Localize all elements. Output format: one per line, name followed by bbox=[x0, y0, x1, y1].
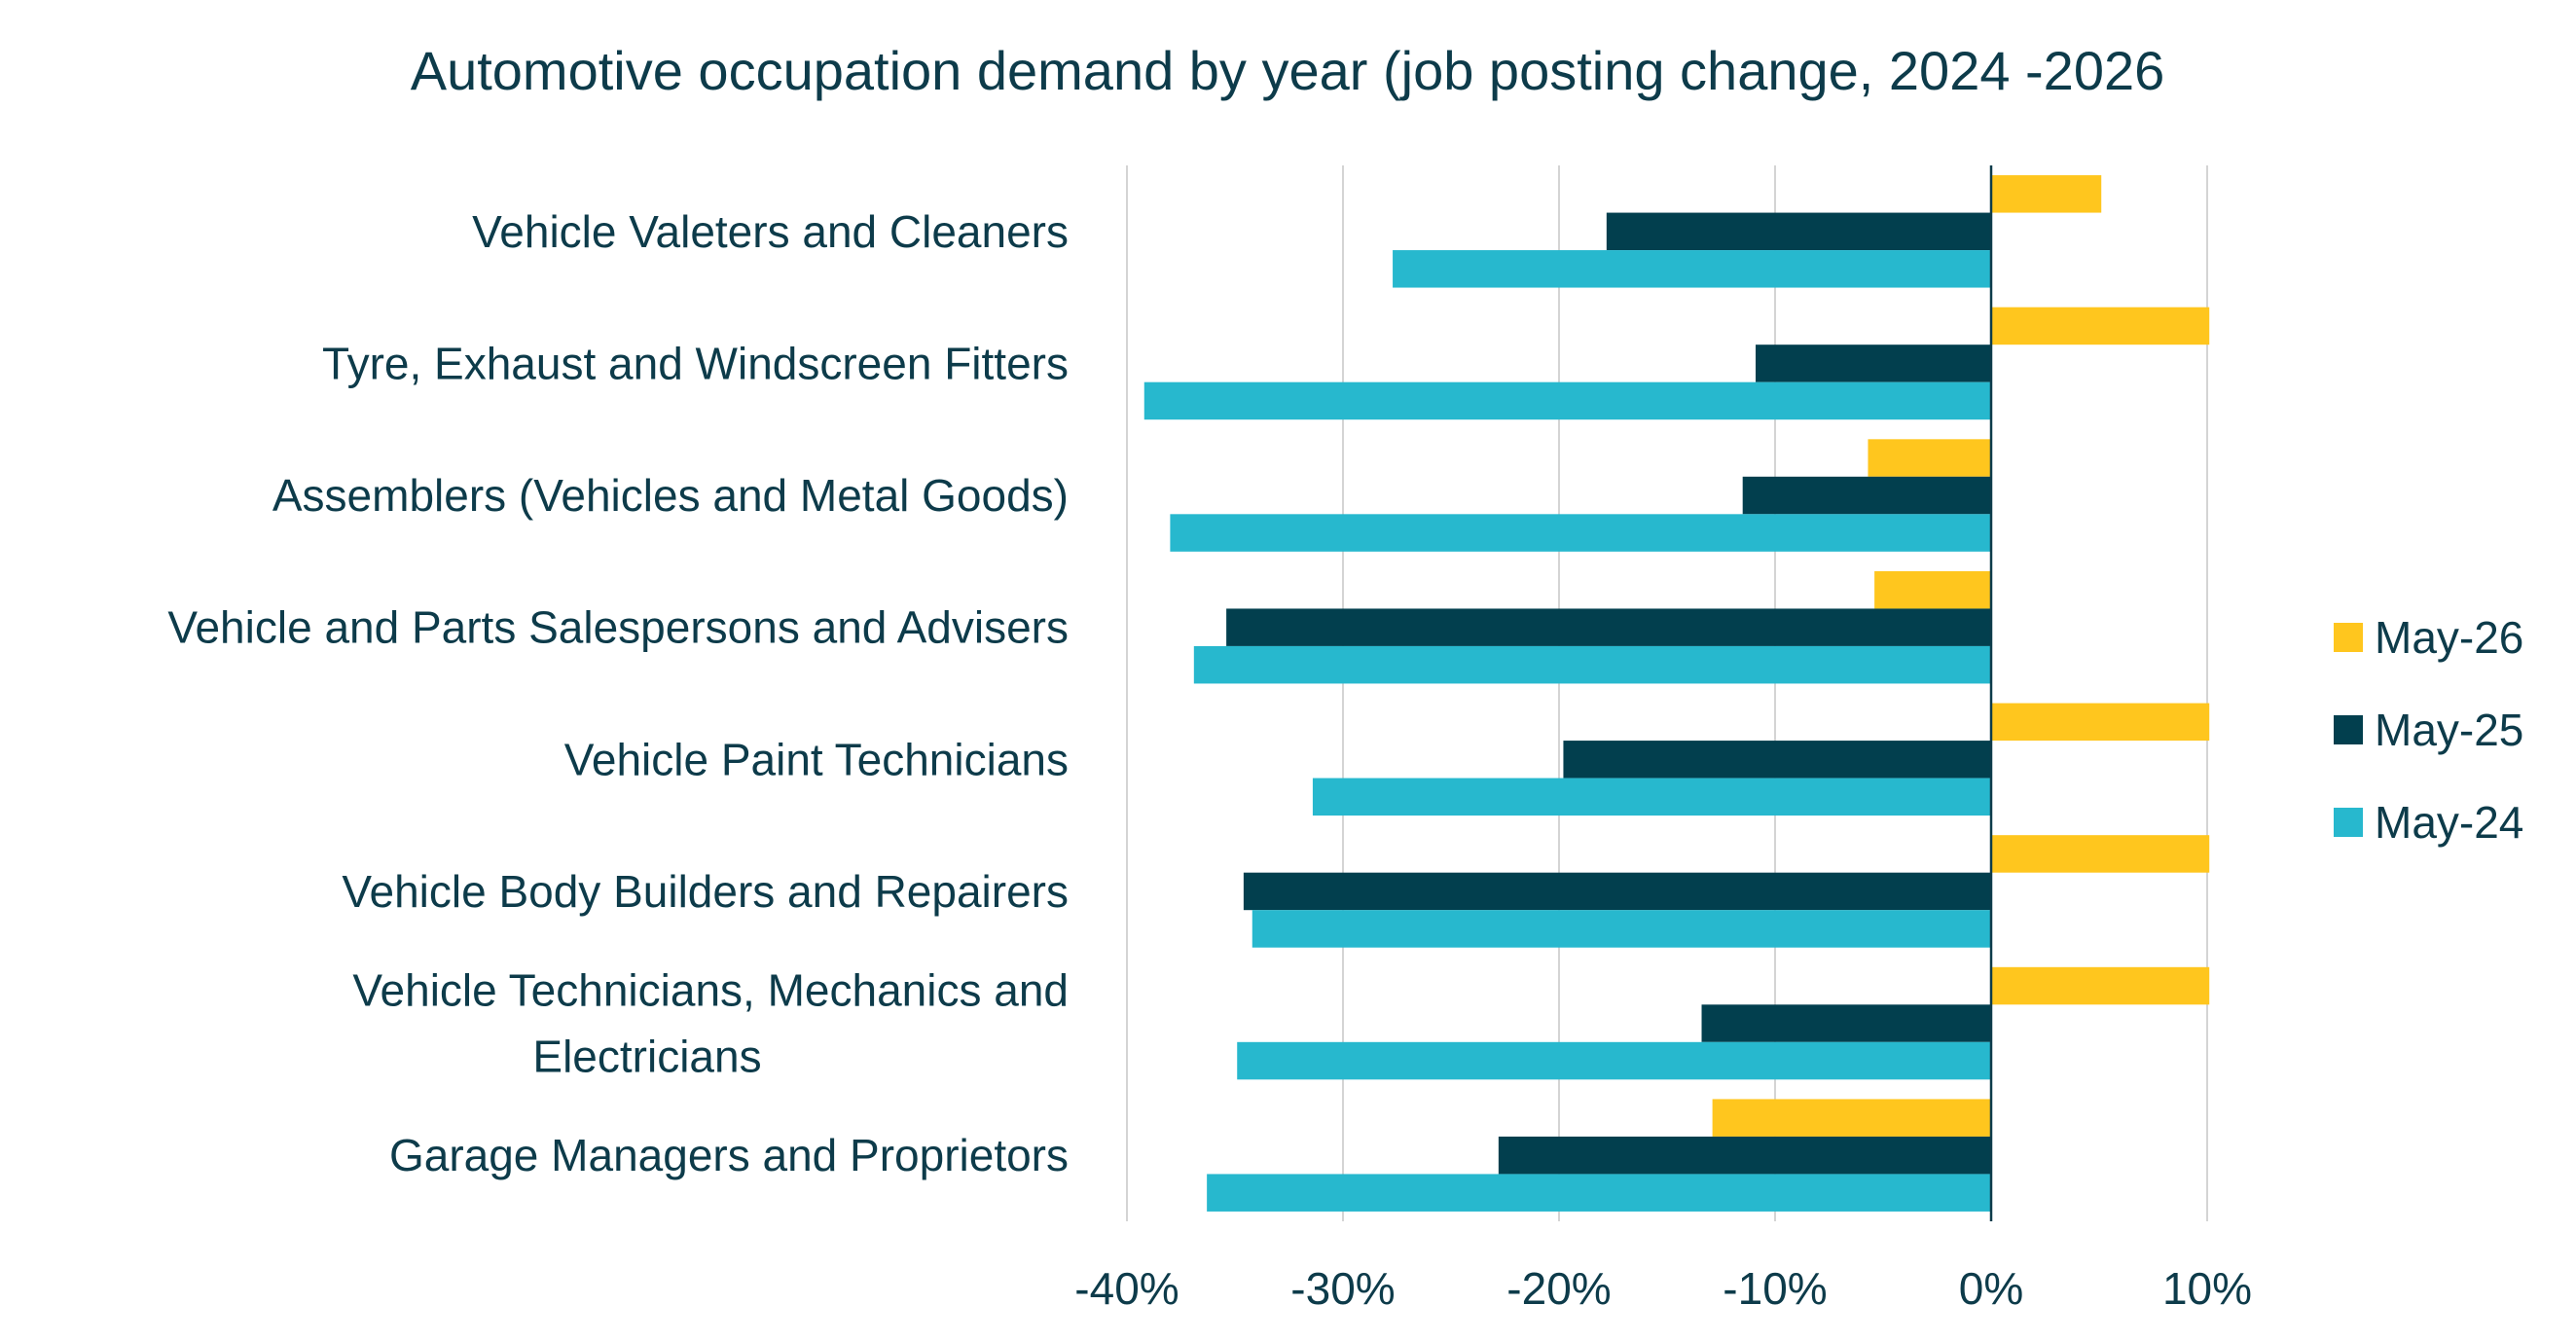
category-label-6-line-0: Vehicle Technicians, Mechanics and bbox=[352, 965, 1069, 1016]
legend-swatch-may-25 bbox=[2334, 715, 2363, 744]
bar-may-25-2 bbox=[1742, 476, 1991, 515]
bar-may-24-1 bbox=[1143, 381, 1991, 420]
bar-may-25-0 bbox=[1606, 212, 1991, 251]
bar-may-24-3 bbox=[1193, 645, 1991, 684]
category-label-5-line-0: Vehicle Body Builders and Repairers bbox=[342, 866, 1069, 917]
category-label-1-line-0: Tyre, Exhaust and Windscreen Fitters bbox=[322, 338, 1069, 388]
x-tick-label-4: 0% bbox=[1959, 1263, 2023, 1314]
x-tick-label-5: 10% bbox=[2162, 1263, 2252, 1314]
bar-may-25-7 bbox=[1498, 1136, 1991, 1175]
category-label-0-line-0: Vehicle Valeters and Cleaners bbox=[472, 206, 1069, 257]
category-labels: Vehicle Valeters and Cleaners Tyre, Exhau… bbox=[167, 206, 1069, 1180]
bar-may-26-3 bbox=[1874, 570, 1991, 609]
bar-may-25-1 bbox=[1756, 344, 1991, 382]
bar-may-24-0 bbox=[1393, 250, 1991, 288]
bar-may-25-4 bbox=[1563, 741, 1991, 779]
category-label-2-line-0: Assemblers (Vehicles and Metal Goods) bbox=[272, 470, 1069, 521]
category-label-7-line-0: Garage Managers and Proprietors bbox=[389, 1130, 1069, 1180]
bar-may-24-5 bbox=[1252, 910, 1991, 948]
category-label-4-line-0: Vehicle Paint Technicians bbox=[564, 734, 1069, 784]
bar-may-25-6 bbox=[1701, 1004, 1991, 1042]
legend: May-26 May-25 May-24 bbox=[2334, 612, 2523, 848]
legend-label-may-26: May-26 bbox=[2375, 612, 2523, 663]
bar-may-26-1 bbox=[1991, 307, 2210, 345]
category-label-6-line-1: Electricians bbox=[532, 1032, 761, 1082]
bar-may-26-0 bbox=[1991, 175, 2102, 213]
legend-swatch-may-24 bbox=[2334, 808, 2363, 837]
bar-may-25-5 bbox=[1243, 872, 1991, 911]
x-tick-label-3: -10% bbox=[1723, 1263, 1827, 1314]
category-label-3-line-0: Vehicle and Parts Salespersons and Advis… bbox=[167, 602, 1069, 653]
x-tick-label-2: -20% bbox=[1506, 1263, 1611, 1314]
chart-title: Automotive occupation demand by year (jo… bbox=[411, 40, 2165, 101]
bar-may-24-7 bbox=[1207, 1174, 1991, 1212]
bar-may-26-7 bbox=[1712, 1099, 1991, 1137]
bar-may-26-4 bbox=[1991, 703, 2210, 742]
bar-may-26-2 bbox=[1868, 439, 1991, 477]
x-tick-labels: -40% -30% -20% -10% 0% 10% bbox=[1074, 1263, 2252, 1314]
legend-label-may-24: May-24 bbox=[2375, 797, 2523, 848]
bars bbox=[1143, 175, 2210, 1212]
bar-may-24-2 bbox=[1170, 514, 1991, 552]
bar-may-24-6 bbox=[1237, 1041, 1991, 1080]
x-tick-label-0: -40% bbox=[1074, 1263, 1179, 1314]
legend-swatch-may-26 bbox=[2334, 623, 2363, 652]
bar-may-25-3 bbox=[1226, 608, 1991, 646]
bar-may-26-6 bbox=[1991, 966, 2210, 1005]
x-tick-label-1: -30% bbox=[1290, 1263, 1395, 1314]
bar-may-26-5 bbox=[1991, 835, 2210, 873]
bar-may-24-4 bbox=[1312, 778, 1991, 816]
legend-label-may-25: May-25 bbox=[2375, 705, 2523, 755]
